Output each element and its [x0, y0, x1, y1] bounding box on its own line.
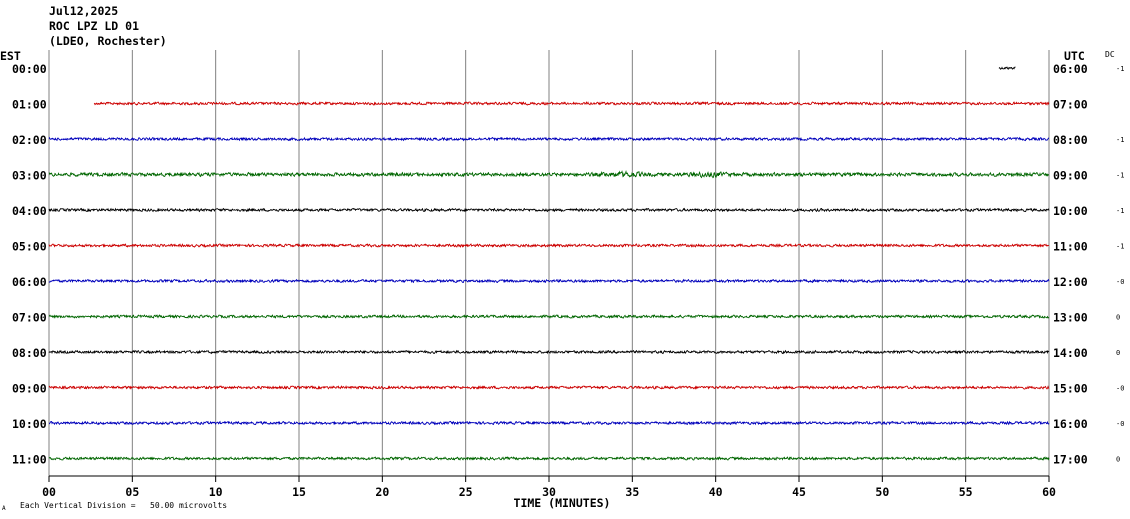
trace-line — [93, 101, 1050, 106]
right-timezone-label: UTC — [1064, 49, 1085, 63]
est-hour-label: 00:00 — [12, 62, 47, 76]
trace-line — [48, 243, 1050, 248]
utc-hour-labels: 06:00 07:00 08:00 09:00 10:00 11:00 12:00 13:00… — [1053, 62, 1088, 467]
utc-hour-label: 09:00 — [1053, 169, 1088, 183]
x-tick-label: 60 — [1042, 485, 1056, 499]
trace-line — [48, 420, 1050, 426]
dc-value: -1 — [1116, 243, 1124, 251]
utc-hour-label: 17:00 — [1053, 453, 1088, 467]
utc-hour-label: 06:00 — [1053, 62, 1088, 76]
utc-hour-label: 14:00 — [1053, 346, 1088, 360]
trace-line — [48, 278, 1050, 284]
left-timezone-label: EST — [0, 49, 21, 63]
x-tick-label: 45 — [792, 485, 806, 499]
x-axis-label: TIME (MINUTES) — [514, 496, 611, 510]
x-tick-label: 55 — [959, 485, 973, 499]
x-tick-label: 15 — [292, 485, 306, 499]
est-hour-labels: 00:00 01:00 02:00 03:00 04:00 05:00 06:00 07:00… — [12, 62, 47, 467]
trace-line — [48, 207, 1050, 213]
x-tick-label: 30 — [542, 485, 556, 499]
dc-value: -1 — [1116, 136, 1124, 144]
est-hour-label: 02:00 — [12, 133, 47, 147]
dc-value: -0 — [1116, 278, 1124, 286]
dc-value: 0 — [1116, 314, 1120, 322]
dc-value: -0 — [1116, 420, 1124, 428]
utc-hour-label: 07:00 — [1053, 98, 1088, 112]
utc-hour-label: 13:00 — [1053, 311, 1088, 325]
dc-value: -1 — [1116, 65, 1124, 73]
trace-line — [48, 314, 1050, 319]
utc-hour-label: 16:00 — [1053, 417, 1088, 431]
x-tick-label: 25 — [459, 485, 473, 499]
dc-value: 0 — [1116, 456, 1120, 464]
utc-hour-label: 10:00 — [1053, 204, 1088, 218]
est-hour-label: 09:00 — [12, 382, 47, 396]
dc-value: -0 — [1116, 385, 1124, 393]
x-tick-label: 05 — [125, 485, 139, 499]
header-block: Jul12,2025 ROC LPZ LD 01 (LDEO, Rocheste… — [49, 4, 167, 48]
utc-hour-label: 11:00 — [1053, 240, 1088, 254]
x-tick-label: 00 — [42, 485, 56, 499]
seismic-traces — [48, 66, 1050, 461]
trace-line — [48, 349, 1050, 355]
trace-line — [48, 136, 1050, 142]
dc-offset-values: -1 -1 -1 -1 -1 -0 0 0 -0 -0 0 — [1116, 65, 1124, 464]
x-axis-ticks — [48, 476, 1050, 482]
utc-hour-label: 08:00 — [1053, 133, 1088, 147]
est-hour-label: 04:00 — [12, 204, 47, 218]
est-hour-label: 10:00 — [12, 417, 47, 431]
est-hour-label: 01:00 — [12, 98, 47, 112]
est-hour-label: 03:00 — [12, 169, 47, 183]
header-network: (LDEO, Rochester) — [49, 34, 167, 48]
trace-line — [48, 385, 1050, 390]
x-tick-label: 50 — [875, 485, 889, 499]
corner-mark: A — [2, 505, 6, 512]
x-tick-label: 20 — [375, 485, 389, 499]
trace-line — [998, 66, 1016, 70]
x-axis-tick-labels: 00 05 10 15 20 25 30 35 40 45 50 55 60 — [42, 485, 1056, 499]
trace-line — [48, 456, 1050, 461]
dc-value: 0 — [1116, 349, 1120, 357]
est-hour-label: 08:00 — [12, 346, 47, 360]
x-tick-label: 40 — [709, 485, 723, 499]
grid-lines — [48, 50, 1050, 476]
utc-hour-label: 12:00 — [1053, 275, 1088, 289]
trace-line — [48, 169, 1050, 179]
header-station: ROC LPZ LD 01 — [49, 19, 139, 33]
x-tick-label: 10 — [209, 485, 223, 499]
x-tick-label: 35 — [625, 485, 639, 499]
utc-hour-label: 15:00 — [1053, 382, 1088, 396]
est-hour-label: 06:00 — [12, 275, 47, 289]
dc-label: DC — [1105, 50, 1115, 59]
est-hour-label: 07:00 — [12, 311, 47, 325]
dc-value: -1 — [1116, 207, 1124, 215]
est-hour-label: 11:00 — [12, 453, 47, 467]
dc-value: -1 — [1116, 172, 1124, 180]
est-hour-label: 05:00 — [12, 240, 47, 254]
scale-note: Each Vertical Division = 50.00 microvolt… — [20, 501, 227, 510]
header-date: Jul12,2025 — [49, 4, 118, 18]
